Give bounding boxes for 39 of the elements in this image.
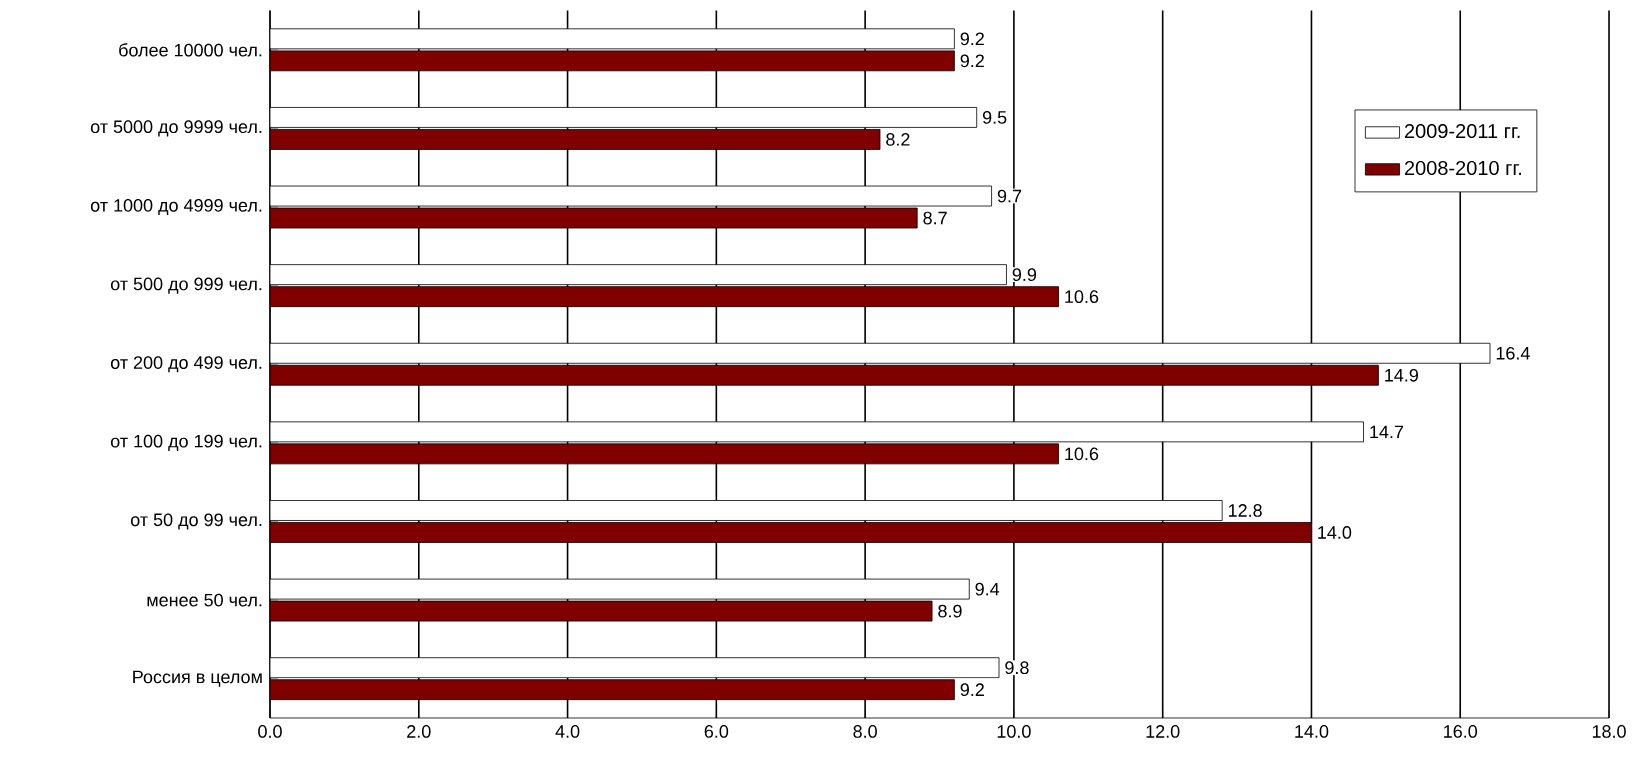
data-label: 9.5 [982,111,1007,124]
x-tick-label: 0.0 [258,725,282,738]
y-tick-label: более 10000 чел. [119,43,262,57]
y-tick-label: от 100 до 199 чел. [110,434,262,451]
x-tick-label: 14.0 [1295,725,1329,738]
y-tick-label: от 500 до 999 чел. [110,277,262,294]
y-tick-label: от 200 до 499 чел. [110,356,262,373]
legend-label: 2008-2010 гг. [1404,160,1522,176]
data-label: 10.6 [1065,447,1099,461]
data-label: 8.2 [886,133,910,146]
legend-label: 2009-2011 гг. [1404,123,1520,139]
x-tick-label: 12.0 [1146,725,1180,738]
data-label: 14.0 [1318,526,1352,539]
y-tick-label: от 1000 до 4999 чел. [90,198,262,216]
data-label: 8.9 [938,604,962,618]
y-tick-label: менее 50 чел. [147,593,262,607]
x-tick-label: 8.0 [853,725,877,738]
data-label: 9.2 [960,54,984,68]
data-label: 9.9 [1012,268,1037,282]
x-tick-label: 16.0 [1444,725,1478,738]
data-label: 14.7 [1370,425,1404,439]
data-label: 9.7 [997,189,1022,203]
y-tick-label: Россия в целом [133,670,262,687]
data-label: 9.2 [960,32,984,46]
data-label: 9.8 [1005,661,1029,675]
x-tick-label: 4.0 [555,725,580,738]
x-tick-label: 2.0 [407,725,431,738]
data-label: 12.8 [1228,504,1262,517]
y-tick-label: от 5000 до 9999 чел. [90,120,262,137]
data-label: 8.7 [923,211,947,225]
y-tick-label: от 50 до 99 чел. [130,513,262,530]
data-label: 9.4 [975,582,1000,596]
x-tick-label: 18.0 [1592,725,1626,738]
data-label: 9.2 [960,683,984,697]
x-tick-label: 10.0 [997,725,1031,738]
data-label: 16.4 [1496,346,1530,360]
data-label: 14.9 [1385,368,1418,382]
data-label: 10.6 [1065,290,1099,304]
x-tick-label: 6.0 [704,725,729,738]
